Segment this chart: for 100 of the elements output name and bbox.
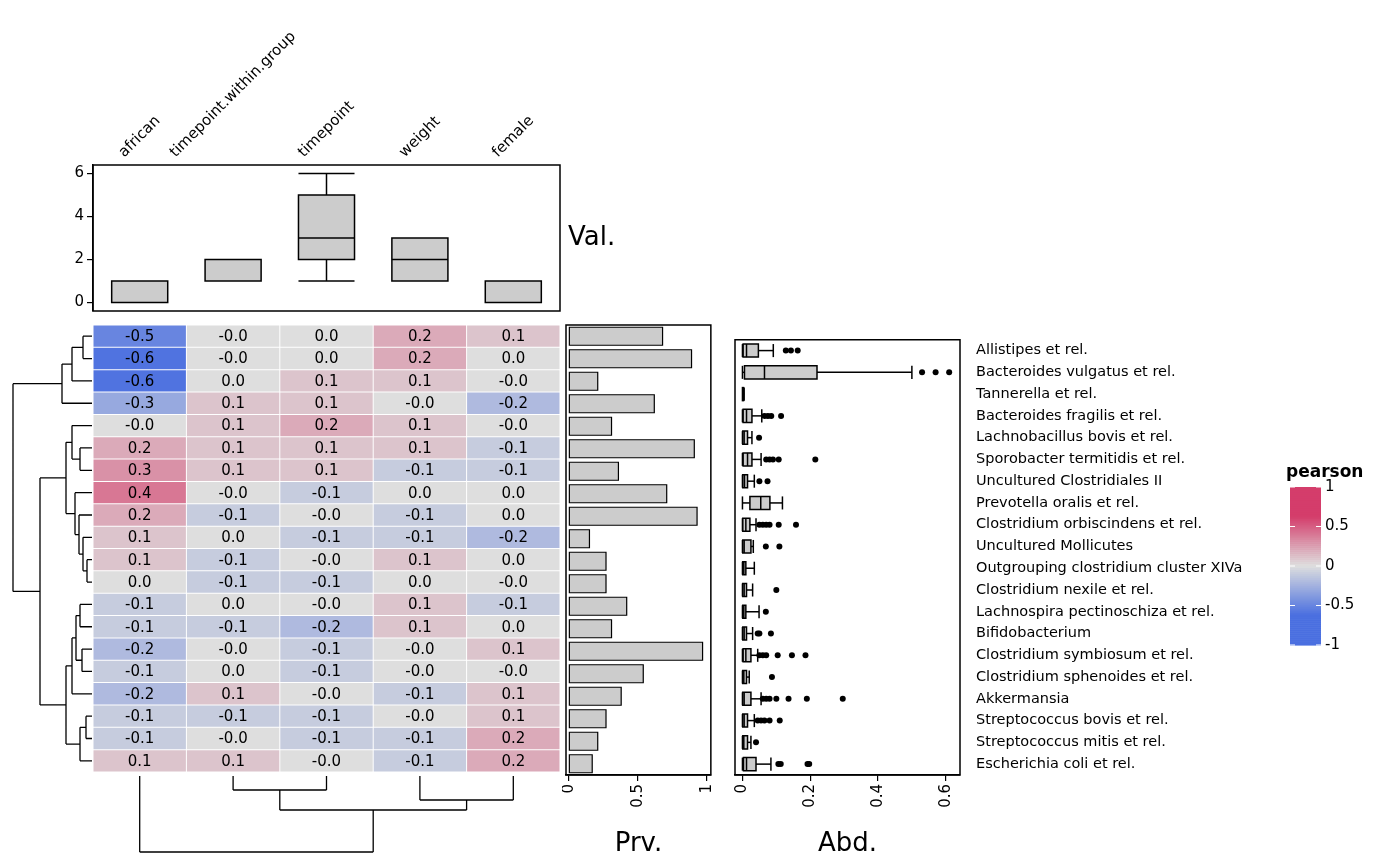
y-tick-label: 6 xyxy=(74,163,84,182)
data-label: -0.0 xyxy=(498,572,528,591)
y-tick-label: Bifidobacterium xyxy=(976,624,1092,641)
y-tick-label: Outgrouping clostridium cluster XIVa xyxy=(976,559,1243,575)
data-label: 0.1 xyxy=(407,438,432,457)
data-label: -0.2 xyxy=(125,639,155,658)
data-label: -0.1 xyxy=(498,595,528,614)
data-label: -0.1 xyxy=(311,528,342,547)
data-label: 0.1 xyxy=(221,684,246,703)
data-label: -0.0 xyxy=(498,416,528,435)
data-label: 0.0 xyxy=(314,327,339,346)
x-tick-label: 0 xyxy=(732,784,751,794)
data-label: -0.2 xyxy=(125,684,155,703)
x-tick-label: 0.4 xyxy=(867,784,886,808)
data-label: -0.1 xyxy=(218,505,248,524)
data-label: -0.0 xyxy=(218,729,248,748)
data-label: -0.1 xyxy=(405,729,435,748)
data-label: -0.1 xyxy=(125,729,155,748)
data-label: 0.2 xyxy=(501,729,526,748)
data-label: 0.4 xyxy=(127,483,152,502)
y-tick-label: 2 xyxy=(74,249,84,268)
data-label: -0.1 xyxy=(311,483,342,502)
data-label: -0.0 xyxy=(311,684,342,703)
data-label: -0.0 xyxy=(498,662,528,681)
y-tick-label: Clostridium orbiscindens et rel. xyxy=(976,515,1203,532)
y-tick-label: Sporobacter termitidis et rel. xyxy=(976,450,1186,467)
y-tick-label: Clostridium nexile et rel. xyxy=(976,580,1154,597)
data-label: -0.1 xyxy=(218,572,248,591)
data-label: 0.1 xyxy=(407,617,432,636)
y-tick-label: Streptococcus bovis et rel. xyxy=(976,711,1169,728)
data-label: -0.1 xyxy=(498,461,528,480)
data-label: -0.1 xyxy=(125,617,155,636)
data-label: -0.1 xyxy=(311,639,342,658)
data-label: 0.1 xyxy=(314,461,339,480)
data-label: -0.1 xyxy=(218,550,248,569)
data-label: -0.1 xyxy=(405,528,435,547)
data-label: -0.1 xyxy=(218,617,248,636)
data-label: -0.0 xyxy=(311,751,342,770)
data-label: 0.1 xyxy=(221,394,246,413)
data-label: -0.1 xyxy=(125,662,155,681)
data-label: 0.1 xyxy=(501,707,526,726)
data-label: 0.1 xyxy=(407,595,432,614)
x-tick-label: 1 xyxy=(696,784,715,794)
data-label: 0.1 xyxy=(221,416,246,435)
data-label: -0.0 xyxy=(218,639,248,658)
data-label: 0.0 xyxy=(501,349,526,368)
data-label: -0.1 xyxy=(311,729,342,748)
data-label: 0.1 xyxy=(407,416,432,435)
data-label: -0.0 xyxy=(405,707,435,726)
data-label: 0.0 xyxy=(501,617,526,636)
x-axis-title: Abd. xyxy=(817,827,878,858)
data-label: -0.1 xyxy=(405,461,435,480)
data-label: 0.1 xyxy=(501,684,526,703)
data-label: 0.1 xyxy=(127,528,152,547)
data-label: -0.6 xyxy=(125,371,155,390)
data-label: -0.0 xyxy=(405,639,435,658)
data-label: 0.1 xyxy=(407,371,432,390)
data-label: 0.0 xyxy=(407,483,432,502)
color-bar-label: -0.5 xyxy=(1325,595,1355,614)
data-label: -0.3 xyxy=(125,394,155,413)
y-tick-label: Lachnobacillus bovis et rel. xyxy=(976,428,1173,445)
y-tick-label: Bacteroides fragilis et rel. xyxy=(976,406,1163,423)
data-label: 0.2 xyxy=(407,327,432,346)
x-tick-label: 0.5 xyxy=(627,784,646,808)
data-label: 0.0 xyxy=(221,371,246,390)
y-tick-label: Allistipes et rel. xyxy=(976,341,1088,358)
data-label: -0.5 xyxy=(125,327,155,346)
data-label: 0.1 xyxy=(501,327,526,346)
data-label: 0.0 xyxy=(407,572,432,591)
data-label: 0.0 xyxy=(127,572,152,591)
data-label: -0.1 xyxy=(218,707,248,726)
data-label: -0.1 xyxy=(498,438,528,457)
data-label: 0.0 xyxy=(501,550,526,569)
data-label: 0.1 xyxy=(501,639,526,658)
data-label: -0.1 xyxy=(405,751,435,770)
data-label: -0.2 xyxy=(311,617,342,636)
data-label: 0.0 xyxy=(501,483,526,502)
x-tick-label: 0.6 xyxy=(935,784,954,808)
color-bar-label: -1 xyxy=(1325,634,1340,653)
data-label: -0.1 xyxy=(125,707,155,726)
data-label: 0.0 xyxy=(314,349,339,368)
data-label: -0.0 xyxy=(218,483,248,502)
data-label: -0.2 xyxy=(498,528,528,547)
y-tick-label: Uncultured Clostridiales II xyxy=(976,471,1163,488)
y-tick-label: Clostridium symbiosum et rel. xyxy=(976,646,1194,663)
data-label: -0.0 xyxy=(498,371,528,390)
data-label: -0.0 xyxy=(311,595,342,614)
data-label: -0.1 xyxy=(311,662,342,681)
data-label: -0.1 xyxy=(311,572,342,591)
y-tick-label: Clostridium sphenoides et rel. xyxy=(976,667,1194,684)
data-label: -0.1 xyxy=(405,684,435,703)
y-tick-label: 4 xyxy=(74,206,84,225)
data-label: 0.1 xyxy=(314,371,339,390)
data-label: -0.6 xyxy=(125,349,155,368)
data-label: 0.0 xyxy=(221,662,246,681)
color-bar-label: 0.5 xyxy=(1325,516,1349,535)
data-label: -0.1 xyxy=(125,595,155,614)
y-tick-label: Streptococcus mitis et rel. xyxy=(976,733,1166,750)
x-tick-label: 0.2 xyxy=(800,784,819,808)
data-label: 0.1 xyxy=(407,550,432,569)
